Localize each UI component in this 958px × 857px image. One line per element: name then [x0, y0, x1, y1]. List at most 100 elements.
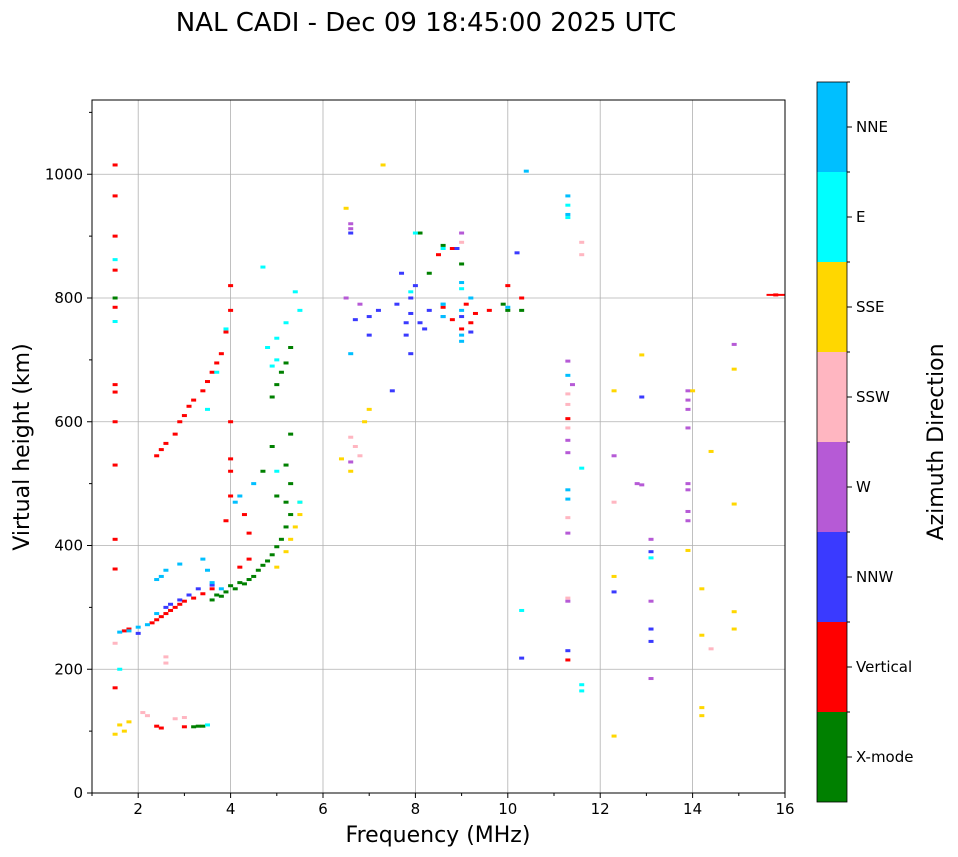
data-point — [149, 621, 155, 625]
data-point — [459, 315, 465, 319]
data-point — [112, 567, 118, 571]
data-point — [357, 454, 363, 458]
data-point — [218, 587, 224, 591]
data-point — [112, 641, 118, 645]
data-point — [205, 407, 210, 411]
colorbar-segment — [817, 262, 847, 352]
data-point — [278, 370, 284, 374]
data-point — [639, 483, 645, 487]
data-point — [112, 268, 118, 272]
data-point — [265, 346, 271, 349]
data-point — [699, 587, 705, 591]
data-point — [579, 466, 585, 470]
data-point — [685, 407, 691, 411]
data-point — [611, 454, 617, 458]
data-point — [519, 296, 525, 300]
data-point — [283, 361, 289, 365]
y-axis-ticks: 0 200 400 600 800 1000 — [45, 111, 92, 802]
data-point — [403, 333, 409, 337]
data-point — [186, 593, 192, 597]
data-point — [223, 519, 229, 523]
data-point — [648, 639, 654, 643]
data-point — [112, 537, 118, 541]
data-point — [449, 318, 455, 322]
data-point — [565, 658, 571, 662]
data-point — [154, 724, 160, 728]
data-point — [140, 711, 146, 715]
data-point — [251, 482, 257, 486]
data-point — [283, 525, 289, 529]
x-tick-label: 2 — [133, 800, 143, 818]
colorbar-label-item: NNE — [856, 118, 888, 136]
data-point — [200, 724, 206, 728]
data-point — [209, 370, 215, 374]
data-point — [565, 359, 571, 363]
chart-title: NAL CADI - Dec 09 18:45:00 2025 UTC — [176, 8, 676, 38]
data-point — [523, 169, 529, 173]
data-point — [565, 426, 571, 430]
colorbar-segment — [817, 172, 847, 262]
data-point — [209, 583, 215, 587]
data-point — [112, 383, 118, 387]
data-point — [172, 432, 178, 436]
data-point — [348, 469, 354, 473]
data-point — [112, 305, 118, 309]
data-point — [579, 253, 585, 257]
data-point — [348, 222, 354, 226]
data-point — [200, 592, 206, 596]
data-point — [685, 482, 691, 486]
data-point — [283, 321, 289, 325]
data-point — [366, 407, 372, 411]
data-point — [297, 308, 303, 312]
series-vertical — [112, 163, 779, 730]
data-point — [168, 602, 174, 606]
data-point — [343, 206, 349, 210]
data-point — [685, 426, 691, 430]
data-point — [417, 231, 423, 235]
data-point — [565, 438, 571, 442]
data-point — [154, 618, 160, 622]
data-point — [648, 550, 654, 554]
data-point — [112, 420, 118, 424]
data-point — [611, 734, 617, 738]
data-point — [366, 333, 372, 337]
data-point — [135, 625, 141, 629]
y-tick-label: 800 — [54, 289, 83, 307]
data-point — [463, 302, 469, 306]
data-point — [269, 553, 275, 557]
data-point — [685, 548, 691, 552]
data-point — [117, 667, 123, 671]
data-point — [158, 726, 164, 730]
data-point — [246, 578, 252, 582]
data-point — [440, 302, 446, 306]
data-point — [519, 308, 525, 312]
data-point — [223, 330, 229, 334]
data-point — [177, 602, 183, 606]
data-point — [417, 321, 423, 325]
data-point — [565, 488, 571, 492]
data-point — [634, 482, 640, 486]
data-point — [209, 598, 215, 602]
data-point — [389, 389, 395, 393]
data-point — [163, 568, 169, 572]
data-point — [214, 361, 220, 365]
data-point — [472, 311, 478, 315]
data-point — [241, 582, 247, 586]
data-point — [112, 463, 118, 467]
y-tick-label: 0 — [73, 784, 83, 802]
data-point — [579, 689, 585, 693]
colorbar-frame — [816, 81, 848, 803]
data-point — [126, 720, 132, 724]
x-tick-label: 12 — [591, 800, 610, 818]
data-point — [505, 308, 511, 312]
data-point — [297, 513, 303, 517]
data-point — [288, 482, 294, 486]
data-point — [565, 516, 571, 520]
data-point — [565, 216, 571, 220]
data-point — [158, 574, 164, 578]
data-point — [265, 559, 271, 563]
data-point — [274, 494, 280, 498]
data-point — [269, 364, 275, 368]
data-point — [685, 398, 691, 402]
data-point — [191, 398, 197, 402]
